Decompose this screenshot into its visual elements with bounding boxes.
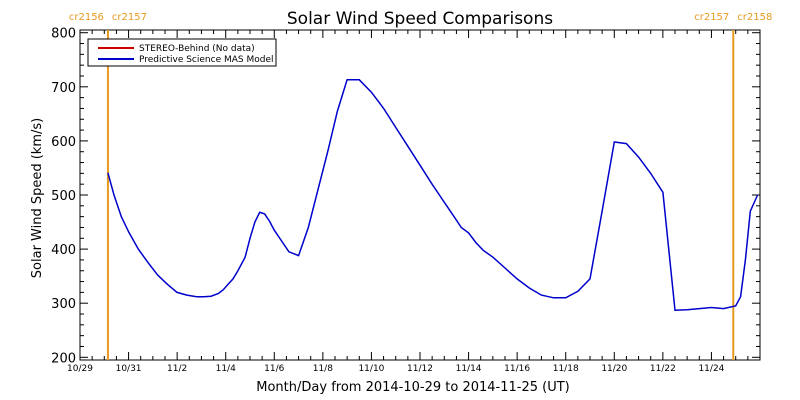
y-axis-label: Solar Wind Speed (km/s): [30, 118, 45, 278]
carrington-label-right: cr2157: [112, 12, 147, 23]
x-tick-label: 11/22: [650, 364, 676, 374]
legend: STEREO-Behind (No data) Predictive Scien…: [87, 38, 277, 67]
plot-area: 200 300 400 500 600 700 800 10/29 10/31 11/2 11/4 1…: [51, 12, 772, 374]
x-tick-label: 11/20: [601, 364, 627, 374]
legend-label-stereo: STEREO-Behind (No data): [139, 44, 255, 54]
x-tick-label: 10/31: [116, 364, 142, 374]
carrington-label-left: cr2157: [694, 12, 729, 23]
legend-box: [87, 38, 277, 67]
carrington-label-left: cr2156: [69, 12, 104, 23]
chart-title: Solar Wind Speed Comparisons: [287, 9, 553, 29]
x-axis-label: Month/Day from 2014-10-29 to 2014-11-25 …: [256, 380, 569, 395]
x-tick-label: 11/10: [358, 364, 384, 374]
y-tick-label: 500: [51, 189, 76, 204]
y-tick-label: 300: [51, 297, 76, 312]
legend-label-mas: Predictive Science MAS Model: [139, 55, 274, 65]
y-tick-label: 400: [51, 243, 76, 258]
y-tick-label: 600: [51, 135, 76, 150]
x-tick-label: 11/16: [504, 364, 530, 374]
carrington-label-right: cr2158: [737, 12, 772, 23]
plot-frame: [79, 29, 761, 361]
x-tick-label: 11/4: [216, 364, 236, 374]
x-tick-label: 11/8: [313, 364, 333, 374]
x-tick-label: 11/6: [264, 364, 284, 374]
x-tick-label: 11/18: [553, 364, 579, 374]
y-tick-label: 700: [51, 81, 76, 96]
x-tick-label: 11/2: [167, 364, 187, 374]
y-tick-label: 200: [51, 351, 76, 366]
x-tick-label: 11/24: [698, 364, 724, 374]
y-tick-label: 800: [51, 27, 76, 42]
series-line-mas-model: [107, 79, 759, 311]
x-tick-label: 11/12: [407, 364, 433, 374]
x-tick-label: 11/14: [456, 364, 482, 374]
x-tick-label: 10/29: [67, 364, 93, 374]
